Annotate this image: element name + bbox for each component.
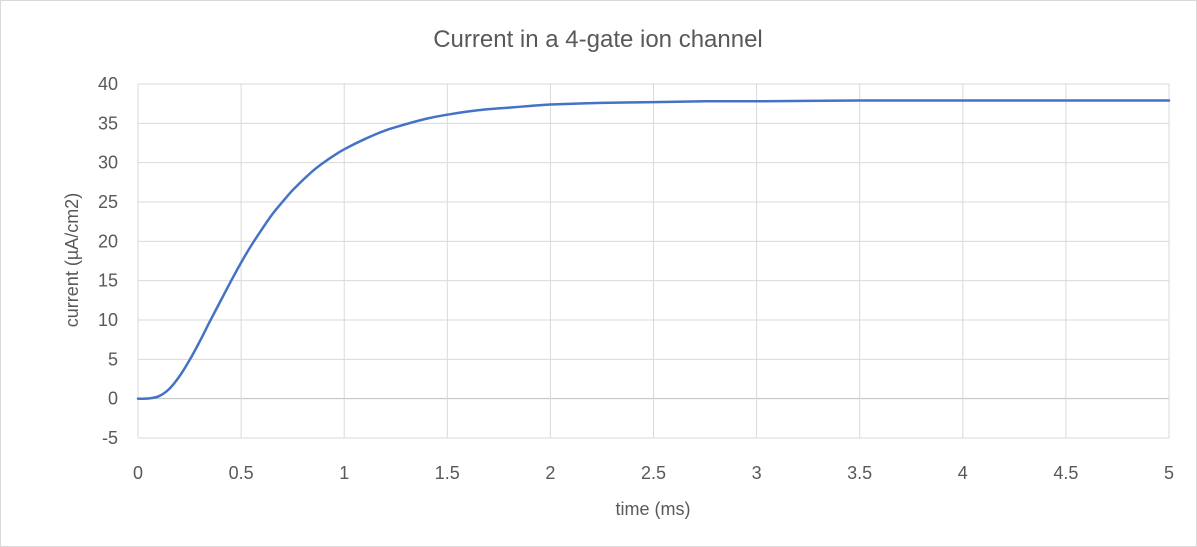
y-tick-label: 0	[108, 389, 118, 409]
x-tick-label: 4.5	[1053, 463, 1078, 483]
y-tick-label: 5	[108, 349, 118, 369]
x-tick-label: 4	[958, 463, 968, 483]
x-tick-labels: 0 0.5 1 1.5 2 2.5 3 3.5 4 4.5 5	[133, 463, 1174, 483]
y-axis-label: current (µA/cm2)	[62, 193, 82, 327]
y-tick-label: 25	[98, 192, 118, 212]
gridlines	[137, 83, 1170, 439]
y-tick-labels: 40 35 30 25 20 15 10 5 0 -5	[98, 74, 118, 448]
y-tick-label: -5	[102, 428, 118, 448]
x-tick-label: 1	[339, 463, 349, 483]
x-tick-label: 0	[133, 463, 143, 483]
x-axis-label: time (ms)	[616, 499, 691, 519]
y-tick-label: 35	[98, 113, 118, 133]
y-tick-label: 40	[98, 74, 118, 94]
y-tick-label: 20	[98, 231, 118, 251]
x-tick-label: 3	[752, 463, 762, 483]
x-tick-label: 1.5	[435, 463, 460, 483]
series-line	[136, 99, 1171, 400]
x-tick-label: 2	[545, 463, 555, 483]
y-tick-label: 10	[98, 310, 118, 330]
chart-title: Current in a 4-gate ion channel	[433, 26, 763, 53]
x-tick-label: 3.5	[847, 463, 872, 483]
series-group	[136, 99, 1171, 400]
x-tick-label: 0.5	[229, 463, 254, 483]
x-tick-label: 5	[1164, 463, 1174, 483]
x-tick-label: 2.5	[641, 463, 666, 483]
y-tick-label: 15	[98, 271, 118, 291]
y-tick-label: 30	[98, 153, 118, 173]
